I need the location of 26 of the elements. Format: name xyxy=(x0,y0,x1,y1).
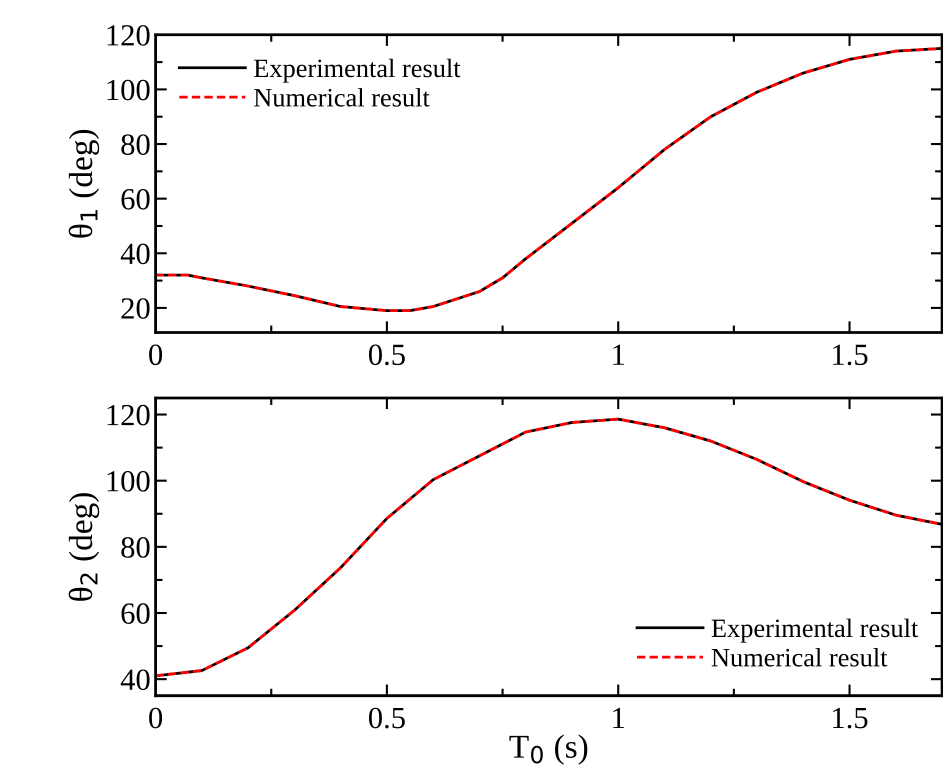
x-tick-label: 0.5 xyxy=(368,344,405,366)
x-tick-label: 1 xyxy=(613,344,624,365)
y-tick-label: 20 xyxy=(122,298,150,319)
y-tick-label: 120 xyxy=(108,404,150,426)
y-tick-label: 40 xyxy=(120,244,150,264)
y-tick-label: 60 xyxy=(121,603,150,624)
legend-label: Numerical result xyxy=(254,88,430,107)
y-axis-title: θ$_{1}$ (deg) xyxy=(68,130,100,238)
x-axis-title: T$_{0}$ (s) xyxy=(509,734,588,765)
x-tick-label: 0.5 xyxy=(368,708,405,728)
y-tick-label: 120 xyxy=(108,25,150,46)
legend-label: Experimental result xyxy=(254,58,460,83)
y-axis-title: θ$_{2}$ (deg) xyxy=(68,493,100,601)
y-tick-label: 60 xyxy=(121,188,150,210)
x-tick-label: 1 xyxy=(613,708,624,728)
y-tick-label: 80 xyxy=(121,537,150,558)
x-tick-label: 0 xyxy=(149,708,162,728)
y-tick-label: 100 xyxy=(108,80,150,100)
legend-label: Experimental result xyxy=(712,618,918,643)
y-tick-label: 100 xyxy=(108,470,150,492)
x-tick-label: 1.5 xyxy=(833,344,868,366)
y-tick-label: 40 xyxy=(120,669,150,690)
y-tick-label: 80 xyxy=(121,134,150,155)
legend-label: Numerical result xyxy=(712,648,888,667)
x-tick-label: 1.5 xyxy=(833,708,868,728)
x-tick-label: 0 xyxy=(149,344,162,366)
